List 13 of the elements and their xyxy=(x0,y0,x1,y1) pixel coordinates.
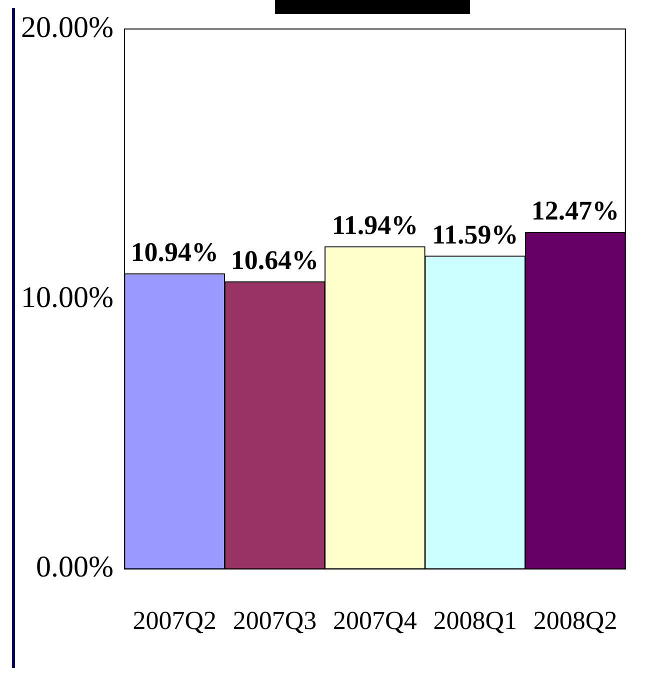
y-tick-label: 10.00% xyxy=(20,280,114,314)
data-label: 11.94% xyxy=(332,210,418,240)
data-label: 11.59% xyxy=(432,219,518,250)
x-tick-label: 2008Q1 xyxy=(433,606,518,636)
x-tick-label: 2007Q2 xyxy=(132,606,216,636)
data-label: 10.94% xyxy=(130,237,218,267)
y-tick-label: 20.00% xyxy=(20,10,114,44)
x-tick-label: 2007Q3 xyxy=(232,606,317,636)
data-label: 10.64% xyxy=(230,245,319,276)
y-tick-label: 0.00% xyxy=(36,550,114,584)
x-tick-label: 2008Q2 xyxy=(533,606,618,636)
data-label: 12.47% xyxy=(531,196,620,226)
x-tick-label: 2007Q4 xyxy=(333,606,417,636)
